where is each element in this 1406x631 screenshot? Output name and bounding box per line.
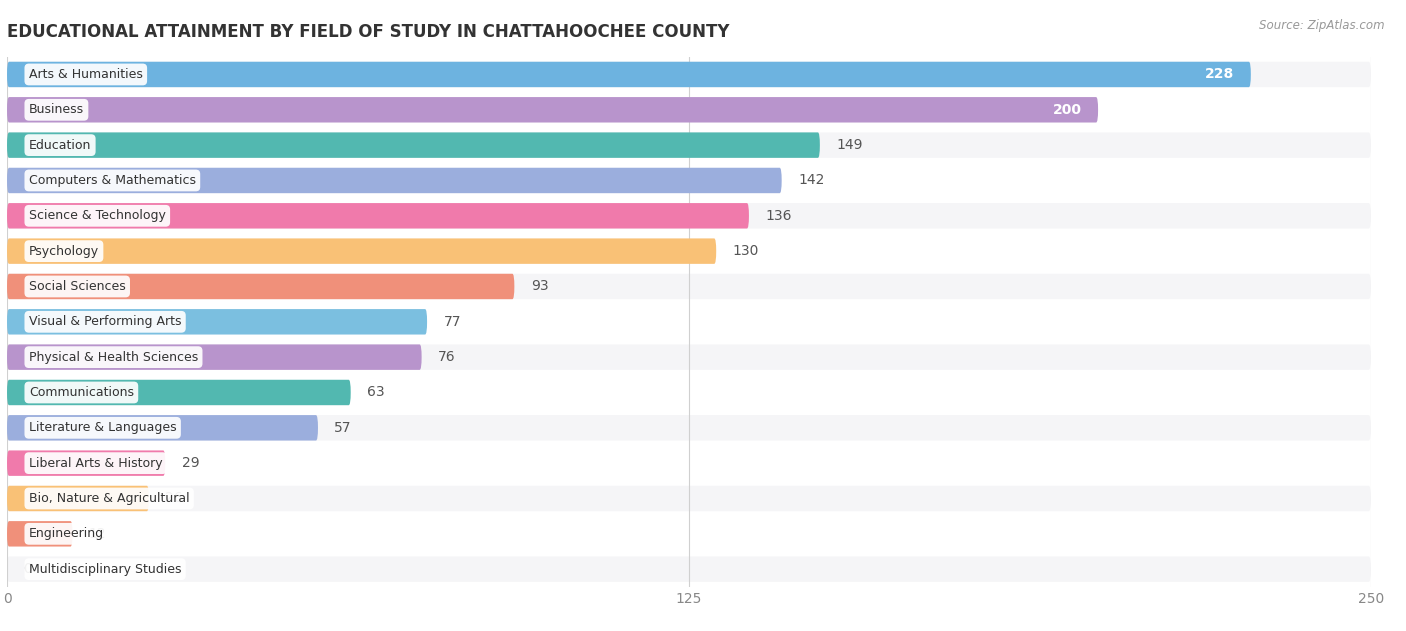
FancyBboxPatch shape — [7, 486, 149, 511]
FancyBboxPatch shape — [7, 168, 1371, 193]
Text: EDUCATIONAL ATTAINMENT BY FIELD OF STUDY IN CHATTAHOOCHEE COUNTY: EDUCATIONAL ATTAINMENT BY FIELD OF STUDY… — [7, 23, 730, 42]
Text: 93: 93 — [530, 280, 548, 293]
FancyBboxPatch shape — [7, 345, 422, 370]
Text: Multidisciplinary Studies: Multidisciplinary Studies — [30, 563, 181, 575]
FancyBboxPatch shape — [7, 203, 749, 228]
FancyBboxPatch shape — [7, 62, 1251, 87]
FancyBboxPatch shape — [7, 380, 350, 405]
FancyBboxPatch shape — [7, 451, 166, 476]
Text: Engineering: Engineering — [30, 528, 104, 540]
Text: Liberal Arts & History: Liberal Arts & History — [30, 457, 163, 469]
Text: 57: 57 — [335, 421, 352, 435]
Text: Computers & Mathematics: Computers & Mathematics — [30, 174, 195, 187]
Text: 149: 149 — [837, 138, 863, 152]
FancyBboxPatch shape — [7, 451, 1371, 476]
Text: Visual & Performing Arts: Visual & Performing Arts — [30, 316, 181, 328]
Text: 29: 29 — [181, 456, 200, 470]
Text: Science & Technology: Science & Technology — [30, 209, 166, 222]
FancyBboxPatch shape — [7, 133, 1371, 158]
FancyBboxPatch shape — [7, 309, 1371, 334]
FancyBboxPatch shape — [7, 521, 1371, 546]
FancyBboxPatch shape — [7, 415, 318, 440]
FancyBboxPatch shape — [7, 309, 427, 334]
FancyBboxPatch shape — [7, 345, 1371, 370]
FancyBboxPatch shape — [7, 274, 1371, 299]
FancyBboxPatch shape — [7, 97, 1098, 122]
FancyBboxPatch shape — [7, 415, 1371, 440]
FancyBboxPatch shape — [7, 521, 73, 546]
FancyBboxPatch shape — [7, 168, 782, 193]
Text: 130: 130 — [733, 244, 759, 258]
Text: Physical & Health Sciences: Physical & Health Sciences — [30, 351, 198, 363]
FancyBboxPatch shape — [7, 203, 1371, 228]
Text: 228: 228 — [1205, 68, 1234, 81]
Text: Arts & Humanities: Arts & Humanities — [30, 68, 143, 81]
FancyBboxPatch shape — [7, 557, 1371, 582]
Text: 136: 136 — [765, 209, 792, 223]
Text: 0: 0 — [24, 562, 32, 576]
Text: 63: 63 — [367, 386, 385, 399]
FancyBboxPatch shape — [7, 380, 1371, 405]
Text: 77: 77 — [443, 315, 461, 329]
Text: Communications: Communications — [30, 386, 134, 399]
Text: 26: 26 — [166, 492, 183, 505]
Text: Education: Education — [30, 139, 91, 151]
FancyBboxPatch shape — [7, 62, 1371, 87]
FancyBboxPatch shape — [7, 486, 1371, 511]
FancyBboxPatch shape — [7, 239, 716, 264]
Text: Psychology: Psychology — [30, 245, 98, 257]
Text: 200: 200 — [1053, 103, 1081, 117]
FancyBboxPatch shape — [7, 274, 515, 299]
FancyBboxPatch shape — [7, 239, 1371, 264]
Text: Business: Business — [30, 103, 84, 116]
FancyBboxPatch shape — [7, 97, 1371, 122]
Text: 142: 142 — [799, 174, 824, 187]
Text: Bio, Nature & Agricultural: Bio, Nature & Agricultural — [30, 492, 190, 505]
Text: Literature & Languages: Literature & Languages — [30, 422, 177, 434]
Text: Source: ZipAtlas.com: Source: ZipAtlas.com — [1260, 19, 1385, 32]
FancyBboxPatch shape — [7, 133, 820, 158]
Text: Social Sciences: Social Sciences — [30, 280, 125, 293]
Text: 76: 76 — [439, 350, 456, 364]
Text: 12: 12 — [89, 527, 107, 541]
